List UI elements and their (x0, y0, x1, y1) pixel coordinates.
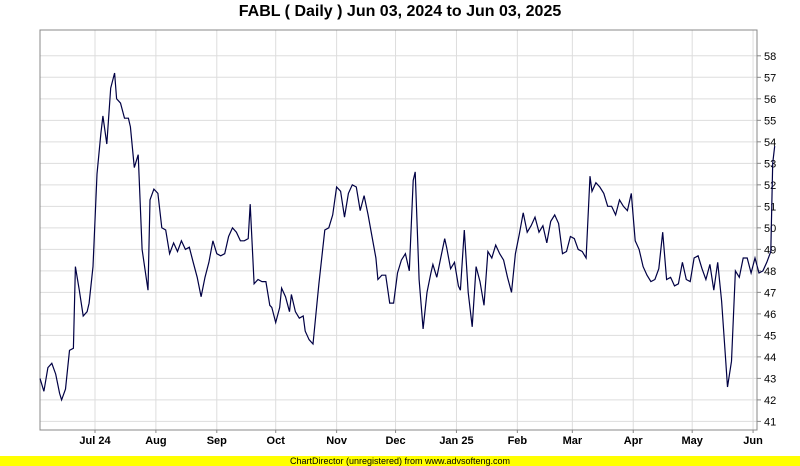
footer-bar: ChartDirector (unregistered) from www.ad… (0, 456, 800, 466)
y-tick-label: 47 (764, 287, 776, 299)
x-tick-label: Jun (743, 435, 763, 447)
y-tick-label: 55 (764, 115, 776, 127)
x-tick-label: Feb (508, 435, 528, 447)
y-tick-label: 54 (764, 137, 776, 149)
x-tick-label: Jul 24 (79, 435, 111, 447)
plot-frame (39, 29, 758, 431)
y-tick-label: 42 (764, 395, 776, 407)
y-tick-label: 48 (764, 266, 776, 278)
grid (40, 30, 757, 430)
x-tick-label: Aug (145, 435, 166, 447)
y-tick-label: 58 (764, 51, 776, 63)
x-tick-label: Mar (563, 435, 583, 447)
footer-credit: ChartDirector (unregistered) from www.ad… (289, 456, 511, 466)
y-tick-label: 45 (764, 330, 776, 342)
y-tick-label: 44 (764, 352, 776, 364)
y-tick-label: 43 (764, 373, 776, 385)
y-tick-label: 53 (764, 158, 776, 170)
x-tick-label: Oct (267, 435, 286, 447)
y-axis: 41 42 43 44 45 46 47 48 49 50 51 52 53 54 55 56 57 58 (757, 51, 776, 428)
x-tick-label: Jan 25 (439, 435, 473, 447)
x-tick-label: Apr (624, 435, 644, 447)
x-tick-label: Dec (385, 435, 405, 447)
y-tick-label: 46 (764, 309, 776, 321)
y-tick-label: 56 (764, 94, 776, 106)
y-tick-label: 52 (764, 180, 776, 192)
y-tick-label: 57 (764, 72, 776, 84)
y-tick-label: 51 (764, 201, 776, 213)
y-tick-label: 49 (764, 244, 776, 256)
price-series-line (39, 72, 776, 402)
x-tick-label: Nov (326, 435, 348, 447)
chart-title: FABL ( Daily ) Jun 03, 2024 to Jun 03, 2… (238, 3, 562, 20)
x-tick-label: May (681, 435, 703, 447)
x-axis: Jul 24 Aug Sep Oct Nov Dec Jan 25 Feb Mar Apr May J… (79, 430, 763, 447)
x-tick-label: Sep (207, 435, 227, 447)
y-tick-label: 50 (764, 223, 776, 235)
y-tick-label: 41 (764, 416, 776, 428)
